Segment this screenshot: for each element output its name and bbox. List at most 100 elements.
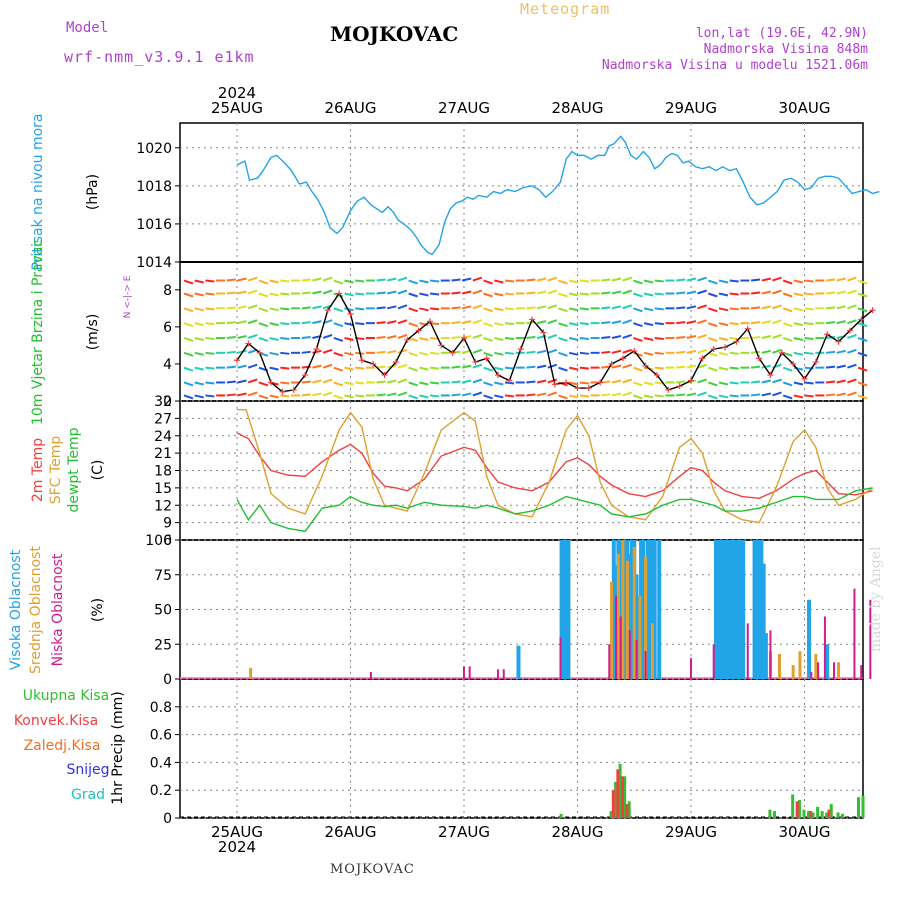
wind-barb (793, 381, 804, 386)
wind-barb (183, 366, 194, 372)
wind-barb (718, 292, 729, 297)
wind-barb (729, 394, 739, 398)
wind-barb (611, 305, 622, 310)
temp-tick-label: 30 (154, 394, 172, 410)
wind-barb (707, 351, 718, 357)
wind-barb (707, 381, 718, 387)
wind-barb (376, 306, 386, 310)
wind-barb (451, 335, 461, 339)
wind-gust-marker (585, 385, 592, 392)
cloud-bar (641, 540, 646, 679)
wind-barb (536, 305, 547, 310)
wind-barb (750, 350, 761, 354)
wind-barb (793, 394, 804, 399)
wind-gust-marker (449, 349, 456, 356)
wind-barb (568, 322, 579, 327)
wind-barb (387, 392, 397, 397)
pressure-axis-title: Pritisak na nivou mora (30, 113, 46, 270)
wind-barb (782, 322, 793, 328)
precip-legend-entry: Grad (71, 787, 105, 803)
wind-barb (258, 394, 269, 400)
wind-barb (676, 291, 686, 295)
wind-barb (611, 349, 622, 354)
wind-barb (269, 337, 279, 341)
day-label-bottom: 27AUG (438, 823, 490, 841)
wind-barb (247, 378, 258, 384)
wind-barb (504, 307, 515, 311)
low-cloud-axis-title: Niska Oblacnost (50, 553, 66, 666)
wind-gust-marker (653, 372, 660, 379)
cloud-bar (625, 560, 629, 679)
wind-gust-marker (699, 355, 706, 362)
wind-barb (194, 279, 204, 284)
wind-gust-marker (790, 360, 797, 367)
panel-frame-4 (179, 678, 864, 819)
wind-barb (761, 349, 772, 354)
wind-barb (494, 292, 504, 297)
wind-gust-marker (733, 338, 740, 345)
cloud-bar (657, 540, 662, 679)
temp-tick-label: 15 (154, 481, 172, 497)
day-label-top: 30AUG (779, 99, 831, 117)
wind-barb (322, 378, 333, 384)
wind-barb (301, 350, 311, 354)
wind-barb (547, 319, 558, 325)
cloud-tick-label: 50 (154, 603, 172, 619)
wind-barb (697, 304, 707, 310)
wind-barb (205, 307, 215, 311)
wind-barb (237, 379, 247, 384)
wind-barb (397, 334, 408, 339)
temp-series-line (236, 432, 873, 500)
cloud-bar (778, 653, 782, 679)
high-cloud-axis-title: Visoka Oblacnost (8, 549, 24, 670)
cloud-bar (759, 540, 764, 679)
day-label-top: 26AUG (325, 99, 377, 117)
wind-barb (355, 381, 365, 385)
cloud-bar (807, 599, 812, 679)
wind-barb (472, 363, 483, 369)
cloud-bar (502, 669, 505, 679)
wind-barb (494, 366, 504, 371)
precip-legend-entry: Zaledj.Kisa (24, 738, 101, 754)
wind-barb (601, 350, 611, 354)
year-label-top: 2024 (218, 84, 256, 102)
precip-bar (861, 795, 865, 818)
wind-gust-marker (495, 372, 502, 379)
wind-barb (258, 337, 269, 342)
wind-gust-marker (324, 307, 331, 314)
wind-barb (280, 292, 290, 296)
wind-barb (344, 351, 354, 356)
wind-barb (793, 337, 804, 341)
wind-barb (707, 337, 718, 342)
wind-barb (322, 348, 333, 354)
wind-barb (183, 307, 194, 313)
cloud-bar (720, 540, 725, 679)
wind-barb (451, 306, 461, 310)
wind-barb (280, 381, 290, 385)
wind-barb (857, 322, 868, 328)
wind-barb (237, 290, 247, 295)
wind-barb (836, 290, 846, 295)
wind-barb (333, 394, 344, 400)
wind-barb (333, 381, 344, 387)
wind-barb (461, 320, 472, 325)
cloud-bar (833, 662, 836, 679)
wind-barb (579, 322, 590, 326)
wind-gust-marker (268, 379, 275, 386)
wind-barb (847, 319, 857, 325)
wind-barb (494, 337, 504, 341)
wind-barb (676, 393, 686, 397)
wind-barb (847, 289, 857, 295)
wind-barb (804, 336, 814, 340)
precip-bar (820, 811, 824, 818)
wind-barb (847, 304, 857, 310)
cloud-bar (650, 540, 655, 679)
wind-barb (183, 351, 194, 357)
wind-gust-marker (722, 344, 729, 351)
wind-gust-marker (370, 360, 377, 367)
wind-gust-marker (404, 336, 411, 343)
wind-barb (226, 335, 236, 339)
wind-barb (526, 278, 536, 282)
wind-barb (247, 319, 258, 325)
wind-barb (579, 279, 590, 283)
